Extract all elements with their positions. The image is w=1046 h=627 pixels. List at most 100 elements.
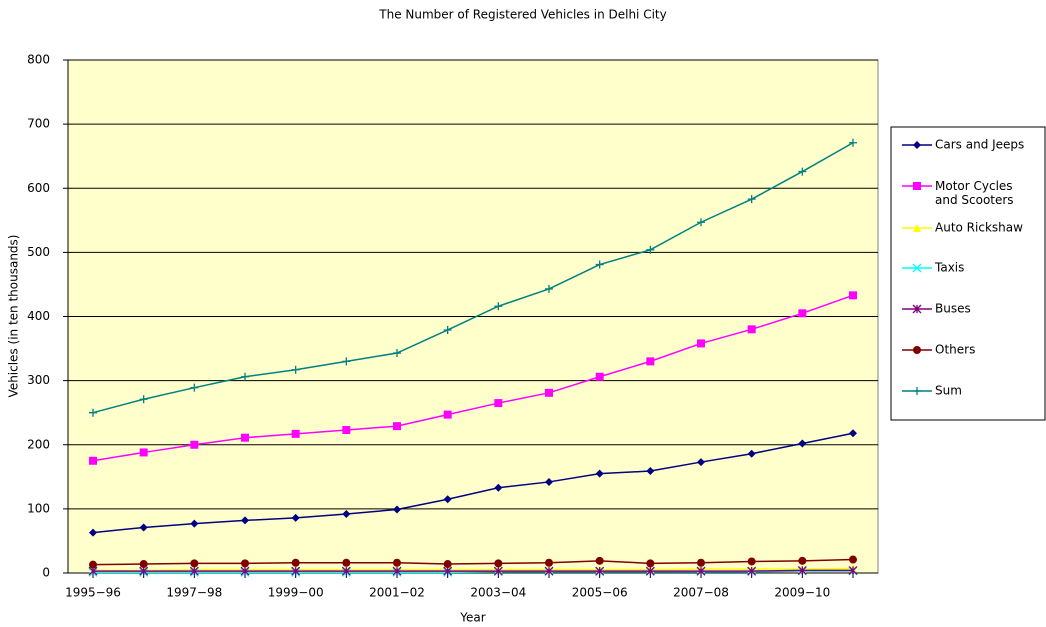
x-tick-label: 2007−08 (673, 586, 729, 600)
legend-label: Auto Rickshaw (935, 221, 1023, 235)
marker (89, 456, 97, 465)
marker (393, 349, 401, 358)
marker (189, 566, 199, 576)
marker (241, 516, 249, 525)
marker (595, 469, 604, 478)
marker (443, 495, 452, 504)
marker (646, 467, 655, 476)
marker (241, 433, 249, 442)
marker (544, 566, 554, 576)
marker (595, 566, 605, 576)
marker (913, 182, 921, 190)
legend-label: Motor Cycles and Scooters (935, 179, 1014, 207)
marker (798, 167, 807, 176)
marker (646, 357, 655, 366)
marker (342, 558, 351, 567)
series-line (92, 142, 854, 414)
marker (393, 422, 401, 431)
marker (545, 477, 553, 486)
marker (646, 559, 655, 568)
marker (912, 304, 922, 314)
marker (291, 429, 300, 438)
marker (342, 426, 351, 435)
y-tick-label: 200 (27, 437, 50, 451)
marker (342, 357, 351, 366)
marker (696, 566, 706, 576)
x-tick-label: 2003−04 (470, 586, 526, 600)
x-tick-label: 2001−02 (369, 586, 425, 600)
marker (913, 141, 921, 149)
marker (849, 138, 857, 147)
legend-label: Cars and Jeeps (935, 138, 1024, 152)
marker (646, 245, 655, 254)
marker (342, 510, 351, 519)
marker (240, 566, 250, 576)
series-line (92, 294, 854, 462)
marker (341, 566, 351, 576)
series-line (92, 432, 854, 534)
marker (493, 566, 503, 576)
marker (849, 429, 857, 438)
series-line (93, 569, 853, 572)
x-tick-label: 2009−10 (774, 586, 830, 600)
y-tick-label: 100 (27, 501, 50, 515)
series-line (92, 558, 854, 566)
marker (747, 566, 757, 576)
marker (443, 566, 453, 576)
y-tick-label: 800 (27, 53, 50, 67)
marker (697, 218, 705, 227)
marker (241, 372, 249, 381)
legend-label: Buses (935, 302, 971, 316)
marker (443, 410, 452, 419)
marker (645, 566, 655, 576)
marker (747, 325, 756, 334)
y-tick-label: 0 (42, 566, 50, 580)
marker (291, 513, 300, 522)
marker (139, 448, 148, 457)
marker (849, 291, 857, 300)
marker (747, 449, 756, 458)
marker (545, 388, 553, 397)
marker (393, 558, 401, 567)
chart-title: The Number of Registered Vehicles in Del… (378, 8, 666, 22)
marker (797, 565, 807, 575)
marker (139, 560, 148, 569)
x-tick-label: 2005−06 (572, 586, 628, 600)
marker (89, 408, 97, 417)
x-axis-label: Year (459, 611, 485, 625)
marker (913, 387, 921, 395)
marker (545, 284, 553, 293)
marker (291, 566, 301, 576)
legend (890, 126, 1046, 421)
marker (443, 560, 452, 569)
marker (139, 395, 148, 404)
marker (494, 399, 503, 408)
marker (697, 558, 705, 567)
marker (139, 523, 148, 532)
y-tick-label: 700 (27, 117, 50, 131)
y-tick-label: 400 (27, 309, 50, 323)
marker (89, 528, 97, 537)
marker (697, 339, 705, 348)
marker (595, 260, 604, 269)
y-axis-label: Vehicles (in ten thousands) (7, 235, 21, 398)
marker (798, 556, 807, 565)
y-tick-label: 600 (27, 181, 50, 195)
marker (595, 372, 604, 381)
marker (139, 566, 149, 576)
marker (913, 346, 921, 354)
marker (494, 302, 503, 311)
y-tick-label: 500 (27, 245, 50, 259)
x-tick-label: 1999−00 (268, 586, 324, 600)
marker (697, 458, 705, 467)
marker (747, 195, 756, 204)
y-tick-label: 300 (27, 373, 50, 387)
marker (912, 263, 922, 273)
marker (494, 483, 503, 492)
marker (190, 559, 199, 568)
marker (494, 559, 503, 568)
legend-label: Others (935, 343, 975, 357)
marker (849, 555, 857, 564)
marker (241, 559, 249, 568)
